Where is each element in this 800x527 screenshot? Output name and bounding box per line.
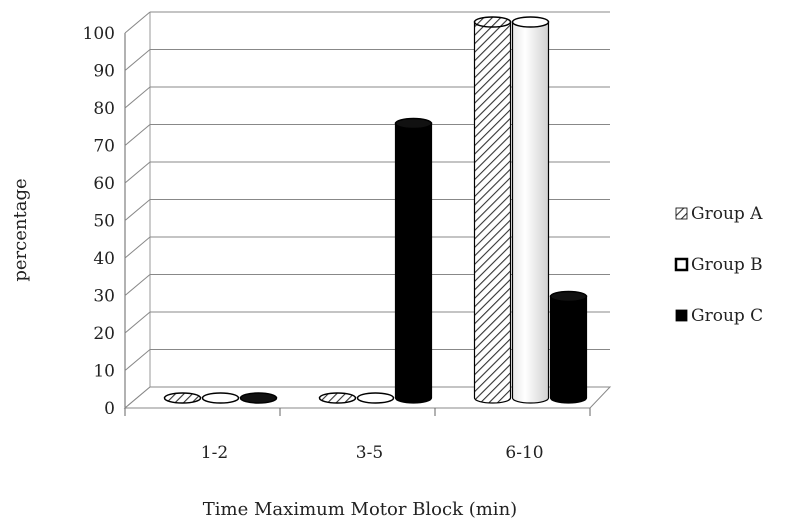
- bar-group-c-1-2: [239, 392, 278, 404]
- y-tick-label: 30: [93, 287, 115, 307]
- x-axis-ticks: 1-2 3-5 6-10: [124, 408, 591, 463]
- y-tick-label: 0: [104, 399, 115, 419]
- legend-swatch: [674, 257, 689, 272]
- x-axis-title: Time Maximum Motor Block (min): [203, 499, 517, 520]
- y-tick-label: 10: [93, 362, 115, 382]
- y-tick-label: 60: [93, 174, 115, 194]
- y-tick-label: 90: [93, 62, 115, 82]
- y-tick-label: 50: [93, 212, 115, 232]
- legend-item-group-a: Group A: [675, 204, 763, 224]
- legend-label: Group A: [691, 204, 763, 224]
- gridline: [124, 11, 610, 34]
- y-tick-label: 20: [93, 324, 115, 344]
- legend-item-group-c: Group C: [675, 306, 763, 326]
- bar-group-b-1-2: [201, 392, 240, 404]
- x-tick-label: 6-10: [505, 443, 543, 463]
- legend: Group A Group B Group C: [674, 204, 763, 326]
- legend-swatch: [675, 207, 688, 220]
- bar-group-a-3-5: [318, 392, 357, 404]
- x-tick-label: 3-5: [356, 443, 383, 463]
- legend-item-group-b: Group B: [674, 255, 763, 275]
- x-tick-label: 1-2: [201, 443, 228, 463]
- y-tick-label: 70: [93, 137, 115, 157]
- y-tick-label: 80: [93, 99, 115, 119]
- bar-group-a-6-10: [473, 16, 512, 404]
- bar-group-b-6-10: [511, 16, 550, 404]
- bar-group-c-6-10: [549, 290, 588, 404]
- bars: [163, 16, 588, 404]
- y-axis-ticks: 0 10 20 30 40 50 60 70 80 90 100: [83, 24, 115, 419]
- bar-group-c-3-5: [394, 117, 433, 404]
- y-tick-label: 100: [83, 24, 115, 44]
- y-axis-title: percentage: [10, 178, 31, 281]
- legend-swatch: [675, 309, 688, 322]
- y-tick-label: 40: [93, 249, 115, 269]
- bar-group-b-3-5: [356, 392, 395, 404]
- legend-label: Group B: [691, 255, 763, 275]
- legend-label: Group C: [691, 306, 763, 326]
- bar-group-a-1-2: [163, 392, 202, 404]
